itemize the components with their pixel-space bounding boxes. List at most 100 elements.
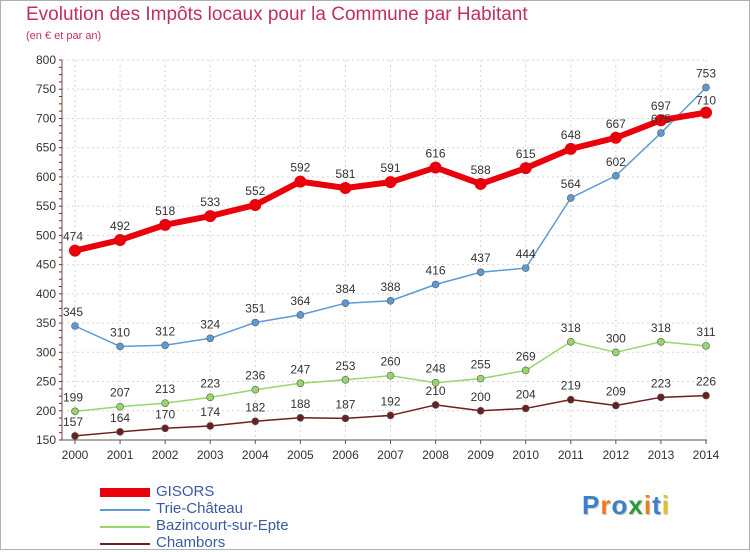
data-point-chambors (161, 424, 169, 433)
data-label-chambors: 174 (200, 405, 220, 419)
data-point-trie-ch-teau (431, 280, 440, 289)
data-point-bazincourt-sur-epte (71, 407, 79, 416)
data-point-chambors (521, 404, 530, 413)
data-point-gisors (114, 234, 127, 247)
data-point-bazincourt-sur-epte (206, 393, 215, 402)
data-label-trie-ch-teau: 345 (63, 305, 83, 319)
data-point-gisors (294, 175, 307, 188)
data-label-trie-ch-teau: 753 (696, 66, 716, 80)
y-tick-label: 500 (36, 228, 56, 242)
data-label-chambors: 200 (471, 390, 491, 404)
data-label-chambors: 182 (245, 400, 265, 414)
y-tick-label: 400 (36, 287, 56, 301)
data-point-trie-ch-teau (521, 264, 530, 272)
data-label-bazincourt-sur-epte: 248 (426, 362, 446, 376)
x-tick-label: 2009 (467, 448, 494, 462)
data-point-chambors (612, 401, 620, 410)
data-point-gisors (609, 131, 622, 144)
y-tick-label: 150 (36, 433, 56, 447)
data-point-trie-ch-teau (612, 171, 620, 180)
data-point-bazincourt-sur-epte (386, 371, 395, 380)
data-label-bazincourt-sur-epte: 318 (561, 321, 581, 335)
data-label-bazincourt-sur-epte: 260 (380, 355, 400, 369)
data-point-chambors (476, 406, 485, 415)
y-tick-label: 350 (36, 316, 56, 330)
data-label-gisors: 474 (63, 230, 83, 244)
data-point-chambors (431, 401, 440, 409)
data-label-trie-ch-teau: 564 (561, 177, 581, 191)
y-tick-label: 600 (36, 170, 56, 184)
legend-label: Bazincourt-sur-Epte (156, 517, 289, 534)
data-point-chambors (702, 391, 710, 400)
data-point-bazincourt-sur-epte (566, 337, 575, 346)
x-tick-label: 2013 (648, 448, 675, 462)
data-label-gisors: 492 (110, 219, 130, 233)
y-tick-label: 450 (36, 258, 56, 272)
chart-title: Evolution des Impôts locaux pour la Comm… (26, 4, 528, 25)
data-point-gisors (519, 162, 532, 175)
y-tick-label: 200 (36, 404, 56, 418)
data-label-gisors: 615 (516, 147, 536, 161)
data-point-gisors (69, 244, 81, 257)
y-tick-label: 800 (36, 53, 56, 67)
data-label-bazincourt-sur-epte: 253 (335, 359, 355, 373)
data-label-gisors: 616 (426, 147, 446, 161)
data-point-trie-ch-teau (161, 341, 169, 350)
data-label-chambors: 226 (696, 375, 716, 389)
data-label-chambors: 164 (110, 411, 130, 425)
data-point-bazincourt-sur-epte (296, 379, 305, 388)
data-point-trie-ch-teau (702, 83, 710, 92)
data-point-trie-ch-teau (71, 322, 79, 330)
y-tick-label: 250 (36, 375, 56, 389)
data-point-bazincourt-sur-epte (612, 348, 620, 357)
data-label-chambors: 170 (155, 407, 175, 421)
data-point-trie-ch-teau (206, 334, 215, 343)
x-tick-label: 2012 (603, 448, 630, 462)
data-label-gisors: 648 (561, 128, 581, 142)
data-label-gisors: 667 (606, 117, 626, 131)
data-point-trie-ch-teau (251, 318, 260, 327)
data-label-chambors: 219 (561, 379, 581, 393)
data-label-trie-ch-teau: 324 (200, 317, 220, 331)
x-tick-label: 2005 (287, 448, 314, 462)
data-point-bazincourt-sur-epte (476, 374, 485, 383)
data-point-chambors (296, 413, 305, 422)
data-label-bazincourt-sur-epte: 247 (290, 362, 310, 376)
logo-letter: t (652, 490, 662, 520)
data-point-trie-ch-teau (296, 311, 305, 319)
data-point-bazincourt-sur-epte (341, 375, 350, 384)
data-label-bazincourt-sur-epte: 223 (200, 376, 220, 390)
data-point-gisors (700, 106, 712, 119)
data-point-gisors (474, 177, 487, 190)
data-label-chambors: 157 (63, 415, 83, 429)
logo-letter: i (661, 490, 670, 520)
data-point-bazincourt-sur-epte (521, 366, 530, 375)
logo-letter: P (582, 490, 601, 520)
data-label-gisors: 697 (651, 99, 671, 113)
data-point-gisors (654, 114, 667, 127)
data-label-gisors: 710 (696, 94, 716, 108)
data-point-bazincourt-sur-epte (702, 342, 710, 350)
data-point-chambors (657, 393, 665, 402)
logo-letter: i (643, 490, 653, 520)
data-point-gisors (384, 176, 397, 189)
x-tick-label: 2001 (107, 448, 134, 462)
y-tick-label: 300 (36, 345, 56, 359)
data-point-gisors (249, 198, 262, 211)
data-label-chambors: 223 (651, 376, 671, 390)
logo-letter: x (628, 490, 644, 520)
data-label-gisors: 518 (155, 204, 175, 218)
data-label-bazincourt-sur-epte: 300 (606, 331, 626, 345)
data-point-gisors (564, 142, 577, 155)
data-label-trie-ch-teau: 416 (426, 263, 446, 277)
data-label-gisors: 592 (290, 161, 310, 175)
data-label-trie-ch-teau: 388 (380, 280, 400, 294)
data-point-chambors (206, 422, 215, 430)
data-label-gisors: 581 (335, 167, 355, 181)
data-label-bazincourt-sur-epte: 236 (245, 369, 265, 383)
data-point-bazincourt-sur-epte (116, 402, 124, 411)
data-point-chambors (566, 395, 575, 404)
data-label-gisors: 552 (245, 184, 265, 198)
data-point-trie-ch-teau (566, 194, 575, 202)
